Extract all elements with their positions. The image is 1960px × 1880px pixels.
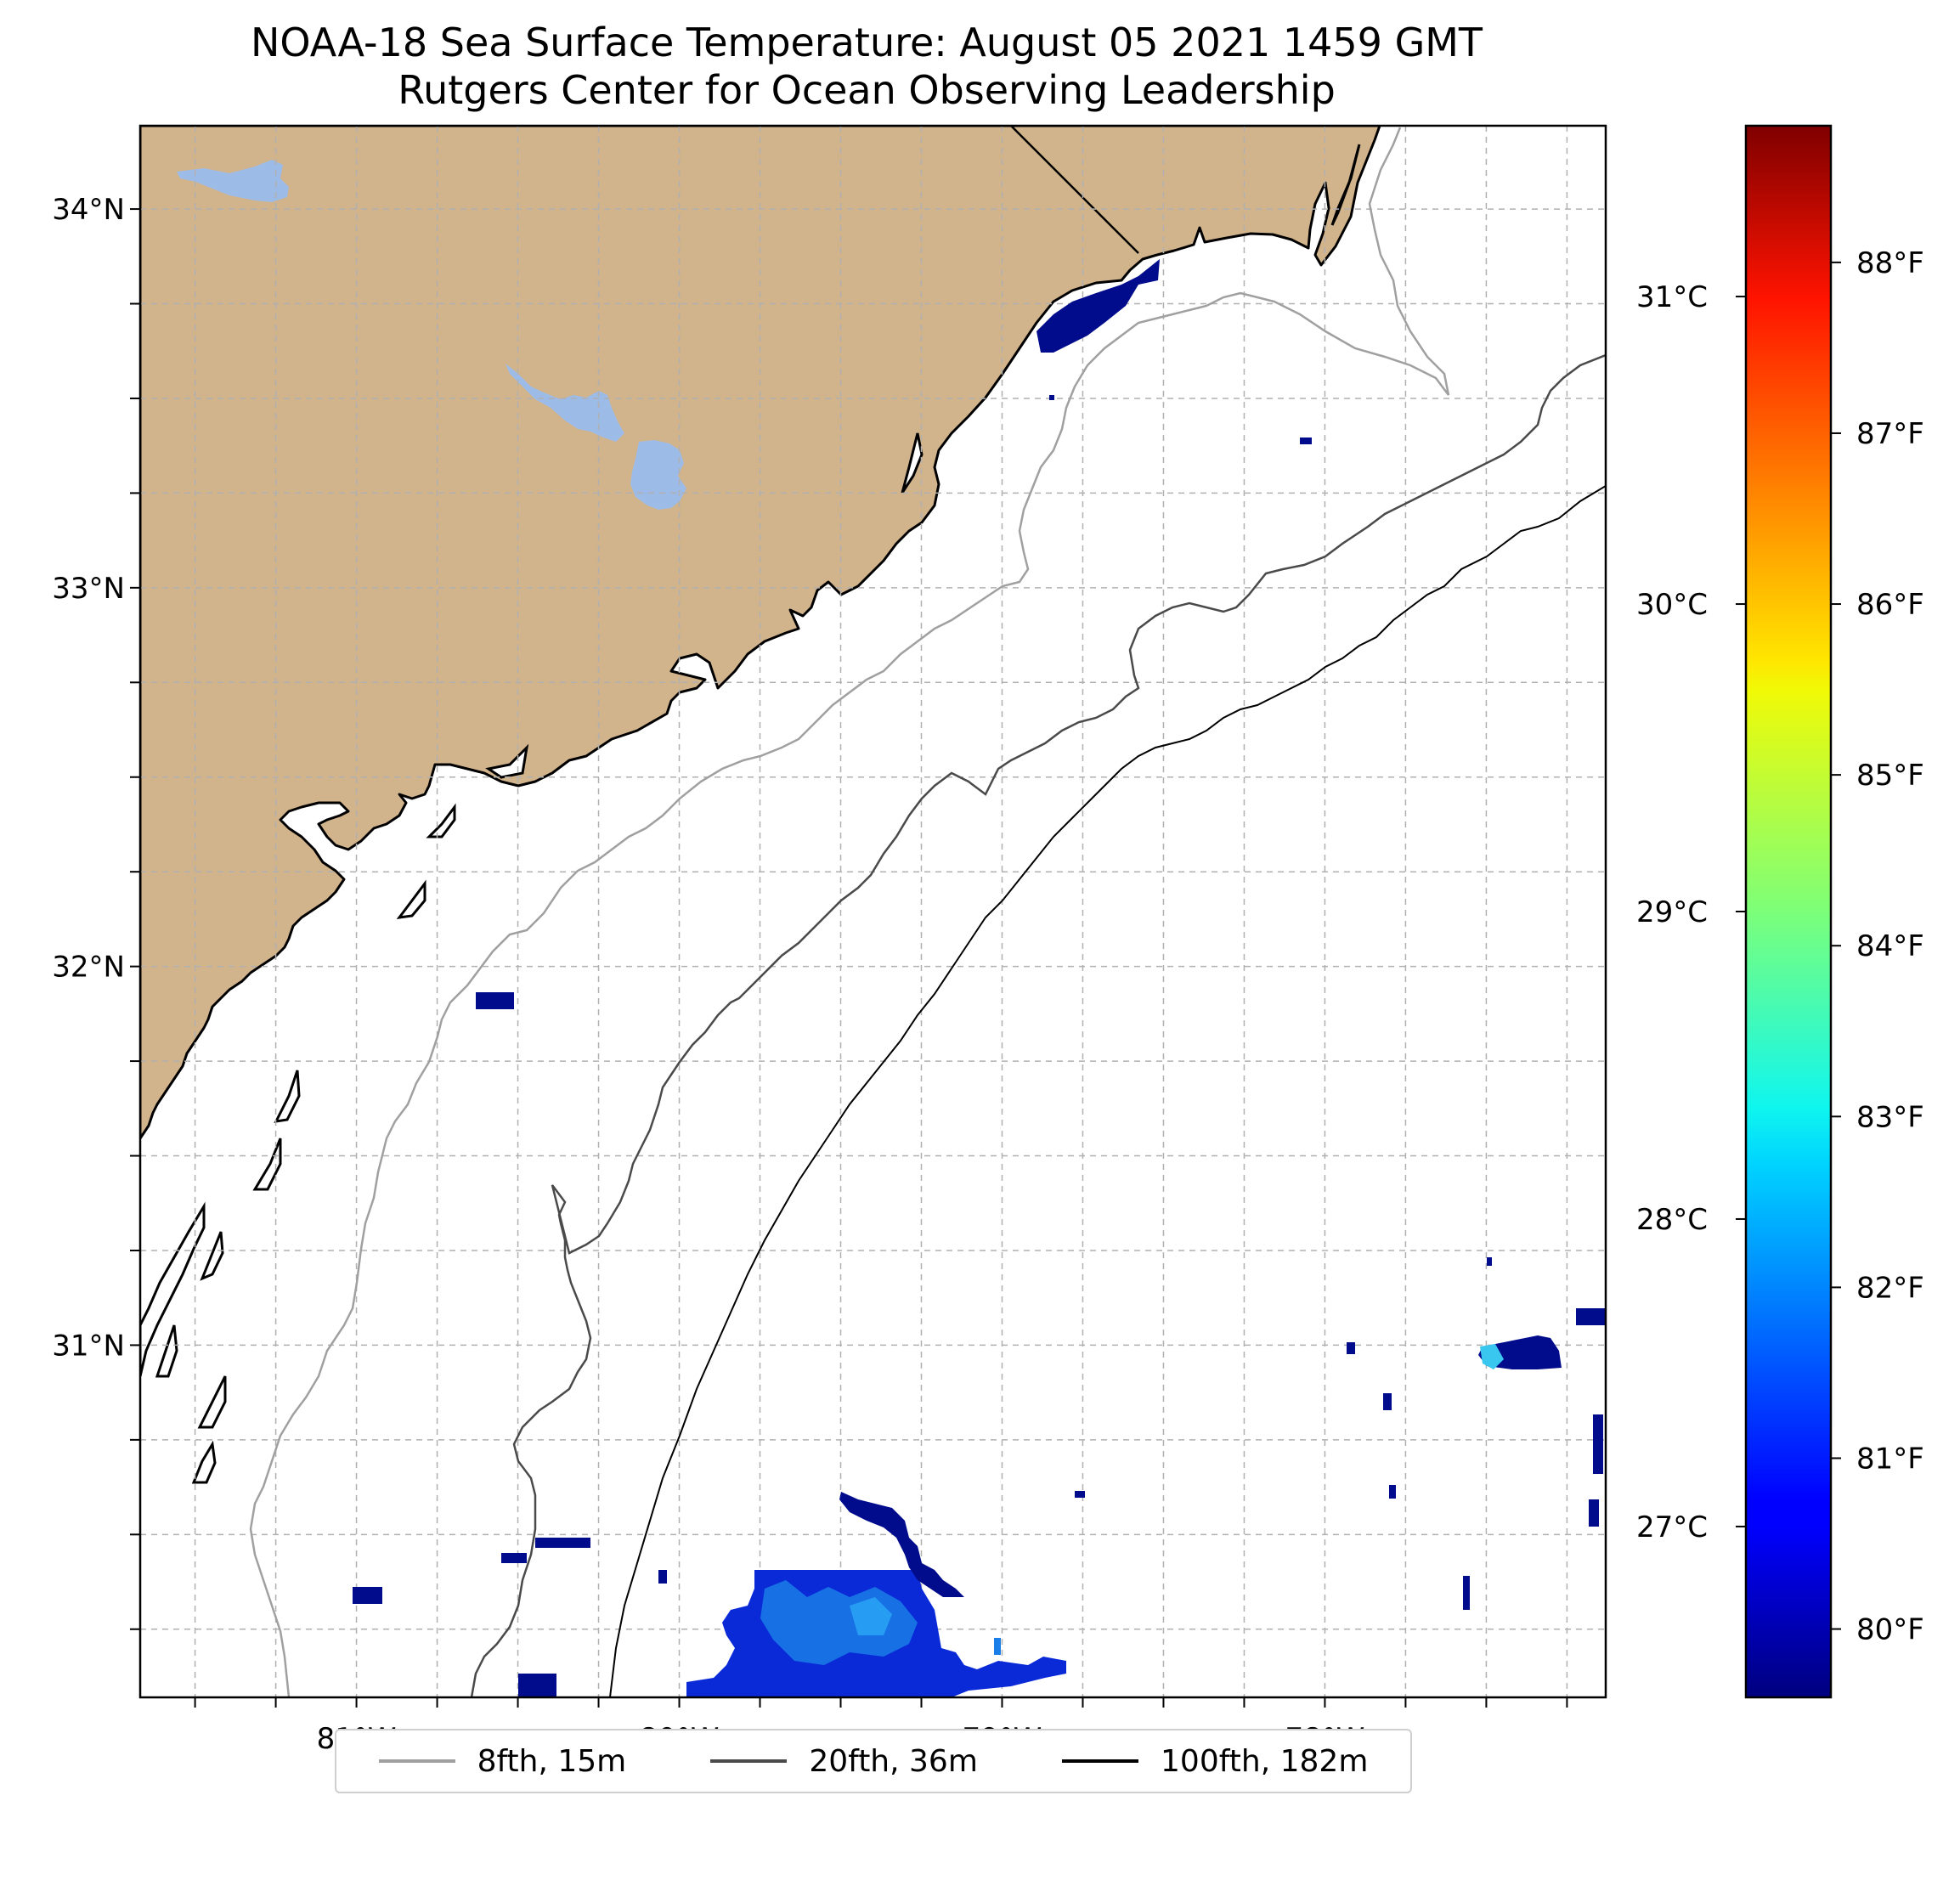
- lat-tick-label: 34°N: [52, 193, 125, 227]
- colorbar-label-f: 82°F: [1856, 1271, 1924, 1305]
- colorbar-label-f: 88°F: [1856, 246, 1924, 280]
- colorbar-fahrenheit-labels: 80°F 81°F 82°F 83°F 84°F 85°F 86°F 87°F 88°F: [1831, 246, 1924, 1647]
- land-mass: [140, 126, 1381, 1140]
- lakes: [177, 160, 686, 510]
- colorbar-label-c: 31°C: [1636, 280, 1708, 314]
- figure-subtitle: Rutgers Center for Ocean Observing Leade…: [398, 67, 1336, 113]
- contour-15m: [249, 127, 1450, 1697]
- sst-patch: [1383, 1393, 1392, 1410]
- graticule: [140, 126, 1606, 1697]
- sst-patch: [994, 1638, 1001, 1655]
- sst-patch: [1589, 1499, 1599, 1527]
- colorbar-label-c: 30°C: [1636, 588, 1708, 622]
- sst-patch: [1347, 1342, 1355, 1354]
- sst-data-pixels: [353, 259, 1606, 1697]
- lat-tick-label: 32°N: [52, 951, 125, 985]
- legend-label: 20fth, 36m: [809, 1743, 978, 1779]
- legend-line-icon: [378, 1759, 455, 1763]
- sst-patch: [501, 1553, 527, 1563]
- contour-36m: [470, 353, 1606, 1697]
- sst-patch: [658, 1570, 667, 1584]
- map-area: [140, 126, 1606, 1697]
- legend-item-182m: 100fth, 182m: [1062, 1744, 1368, 1779]
- colorbar-label-f: 84°F: [1856, 929, 1924, 963]
- sst-patch: [1593, 1414, 1603, 1474]
- colorbar-label-c: 27°C: [1636, 1510, 1708, 1544]
- colorbar-label-f: 86°F: [1856, 588, 1924, 622]
- sst-patch: [850, 1597, 892, 1635]
- contour-182m: [609, 485, 1606, 1697]
- colorbar-label-f: 87°F: [1856, 417, 1924, 451]
- legend-line-icon: [710, 1759, 788, 1763]
- sst-patch: [535, 1538, 590, 1548]
- colorbar-label-f: 81°F: [1856, 1442, 1924, 1476]
- colorbar-label-f: 85°F: [1856, 759, 1924, 793]
- legend-line-icon: [1062, 1759, 1139, 1763]
- sst-patch: [1049, 395, 1054, 400]
- colorbar-label-c: 28°C: [1636, 1203, 1708, 1237]
- legend-label: 100fth, 182m: [1161, 1743, 1369, 1779]
- lat-tick-label: 31°N: [52, 1329, 125, 1363]
- sst-patch: [1480, 1344, 1504, 1369]
- colorbar-celsius-labels: 27°C 28°C 29°C 30°C 31°C: [1636, 280, 1746, 1544]
- sst-patch: [518, 1674, 556, 1697]
- sst-patch: [1576, 1308, 1606, 1325]
- colorbar: [1744, 124, 1833, 1699]
- legend-item-36m: 20fth, 36m: [710, 1744, 978, 1779]
- sst-patch: [1300, 438, 1312, 444]
- colorbar-label-c: 29°C: [1636, 895, 1708, 929]
- map-frame: [138, 124, 1607, 1699]
- sst-patch: [353, 1587, 382, 1604]
- latitude-labels: 34°N 33°N 32°N 31°N: [52, 193, 125, 1363]
- contour-legend: 8fth, 15m 20fth, 36m 100fth, 182m: [335, 1729, 1412, 1793]
- figure-title: NOAA-18 Sea Surface Temperature: August …: [250, 20, 1483, 65]
- sst-patch: [1036, 259, 1160, 353]
- sst-patch: [476, 992, 514, 1009]
- sst-patch: [1463, 1576, 1470, 1610]
- sst-patch: [1389, 1485, 1396, 1499]
- colorbar-label-f: 83°F: [1856, 1100, 1924, 1134]
- lat-tick-label: 33°N: [52, 572, 125, 606]
- legend-label: 8fth, 15m: [477, 1743, 627, 1779]
- legend-item-15m: 8fth, 15m: [378, 1743, 627, 1779]
- sst-patch: [1075, 1491, 1085, 1498]
- estuaries: [140, 1201, 224, 1378]
- sst-patch: [839, 1492, 964, 1597]
- axis-ticks: [130, 208, 1568, 1708]
- colorbar-label-f: 80°F: [1856, 1613, 1924, 1647]
- sst-patch: [1487, 1257, 1492, 1266]
- state-border: [1010, 126, 1139, 254]
